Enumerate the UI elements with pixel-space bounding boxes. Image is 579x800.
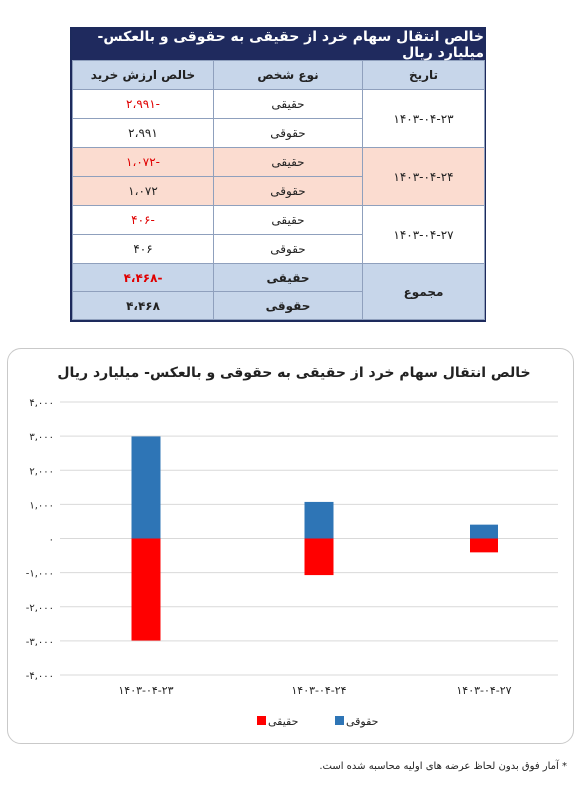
row-type: حقیقی [213,205,363,235]
legend: حقوقی حقیقی [257,715,378,728]
chart-title: خالص انتقال سهام خرد از حقیقی به حقوقی و… [57,365,530,381]
x-tick-label: ۱۴۰۳-۰۴-۲۳ [118,684,173,697]
total-row: مجموع حقیقی -۴،۴۶۸ [72,263,485,320]
row-value: ۴۰۶ [72,234,214,264]
table-row: ۱۴۰۳-۰۴-۲۳ حقیقی -۲،۹۹۱ [72,89,485,148]
row-value: -۱،۰۷۲ [72,147,214,177]
tick-layer: ۴,۰۰۰ ۳,۰۰۰ ۲,۰۰۰ ۱,۰۰۰ ۰ -۱,۰۰۰ -۲,۰۰۰ -۳,۰۰۰ -… [26,398,512,697]
row-type: حقیقی [213,89,363,119]
row-date: ۱۴۰۳-۰۴-۲۷ [362,205,485,264]
row-value: ۲،۹۹۱ [72,118,214,148]
legend-label: حقیقی [268,715,298,728]
row-value: -۴۰۶ [72,205,214,235]
bar-positive [470,524,498,539]
bar-positive [304,501,334,539]
y-tick-label: -۴,۰۰۰ [26,671,54,682]
row-date: ۱۴۰۳-۰۴-۲۴ [362,147,485,206]
row-type: حقیقی [213,147,363,177]
table-row: حقوقی ۱،۰۷۲ [72,176,485,206]
header-person-type: نوع شخص [213,60,363,90]
row-type: حقوقی [213,176,363,206]
table-row: حقوقی ۲،۹۹۱ [72,118,485,148]
total-value: -۴،۴۶۸ [72,263,214,292]
total-type: حقیقی [213,263,363,292]
row-type: حقوقی [213,118,363,148]
total-type: حقوقی [213,291,363,320]
row-type: حقوقی [213,234,363,264]
row-value: ۱،۰۷۲ [72,176,214,206]
total-label: مجموع [362,263,485,320]
legend-swatch [257,716,266,725]
header-date: تاریخ [362,60,485,90]
chart-card: خالص انتقال سهام خرد از حقیقی به حقوقی و… [7,348,574,744]
table-title: خالص انتقال سهام خرد از حقیقی به حقوقی و… [72,29,484,61]
bar-negative [470,538,498,553]
x-tick-label: ۱۴۰۳-۰۴-۲۴ [291,684,346,697]
summary-table: خالص انتقال سهام خرد از حقیقی به حقوقی و… [70,27,486,322]
y-tick-label: ۳,۰۰۰ [29,432,54,443]
footnote: * آمار فوق بدون لحاظ عرضه های اولیه محاس… [319,761,567,772]
total-value: ۴،۴۶۸ [72,291,214,320]
y-tick-label: ۱,۰۰۰ [29,500,54,511]
y-tick-label: ۰ [49,535,54,546]
total-row: حقوقی ۴،۴۶۸ [72,291,485,320]
x-tick-label: ۱۴۰۳-۰۴-۲۷ [456,684,511,697]
y-tick-label: ۴,۰۰۰ [29,398,54,409]
y-tick-label: -۳,۰۰۰ [26,637,54,648]
bar-positive [131,436,161,539]
table-row: ۱۴۰۳-۰۴-۲۷ حقیقی -۴۰۶ [72,205,485,264]
header-net-value: خالص ارزش خرید [72,60,214,90]
legend-label: حقوقی [346,715,378,728]
bar-negative [304,538,334,576]
bar-negative [131,538,161,641]
y-tick-label: ۲,۰۰۰ [29,466,54,477]
y-tick-label: -۲,۰۰۰ [26,603,54,614]
y-tick-label: -۱,۰۰۰ [26,569,54,580]
bar-layer [131,436,498,641]
table-header-row: تاریخ نوع شخص خالص ارزش خرید [72,60,485,90]
row-date: ۱۴۰۳-۰۴-۲۳ [362,89,485,148]
legend-swatch [335,716,344,725]
chart-svg: خالص انتقال سهام خرد از حقیقی به حقوقی و… [26,365,558,728]
table-row: حقوقی ۴۰۶ [72,234,485,264]
table-row: ۱۴۰۳-۰۴-۲۴ حقیقی -۱،۰۷۲ [72,147,485,206]
data-table: تاریخ نوع شخص خالص ارزش خرید ۱۴۰۳-۰۴-۲۳ … [72,60,485,320]
row-value: -۲،۹۹۱ [72,89,214,119]
